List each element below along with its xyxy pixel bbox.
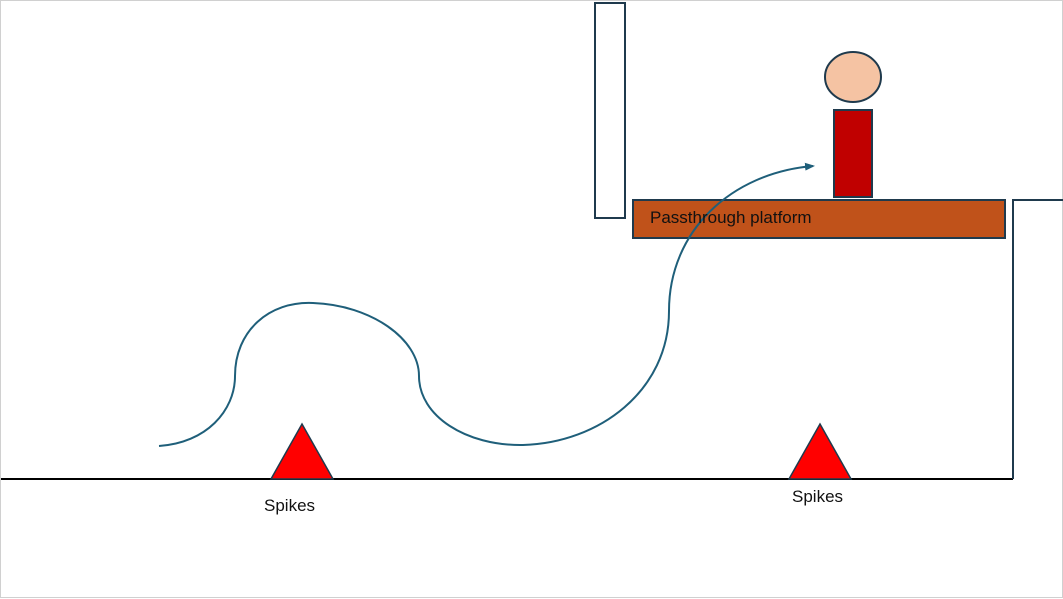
spike-right: [787, 422, 853, 480]
passthrough-platform: [632, 199, 1006, 239]
spikes-label-right: Spikes: [792, 487, 844, 506]
spike-left: [269, 422, 335, 480]
spikes-label-left: Spikes: [264, 496, 316, 515]
jump-trajectory-arrow: [158, 162, 815, 447]
platform-label: Passthrough platform: [650, 208, 812, 227]
player-body: [833, 109, 873, 198]
player-head: [824, 51, 882, 103]
hanging-pillar: [594, 2, 626, 219]
right-wall: [1012, 199, 1063, 479]
